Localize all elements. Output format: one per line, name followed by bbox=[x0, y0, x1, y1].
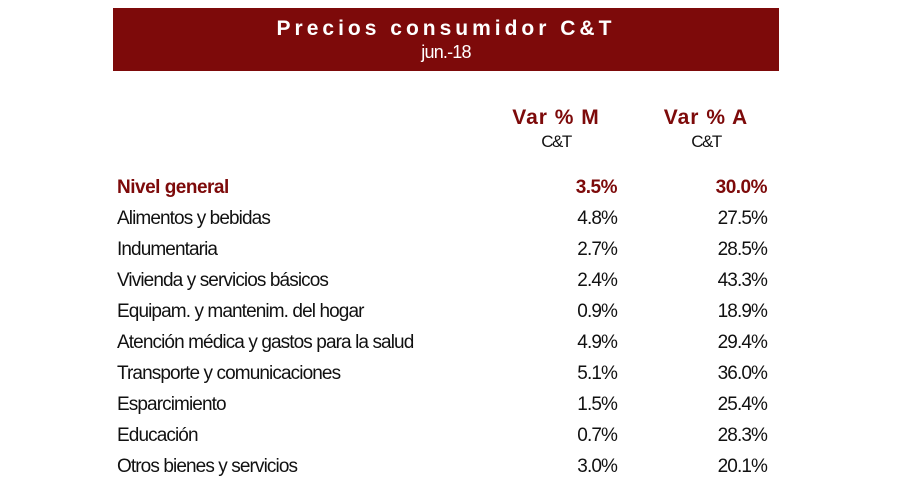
column-header-label: Var % A bbox=[663, 106, 749, 129]
monthly-value: 0.7% bbox=[577, 425, 618, 446]
row-label: Atención médica y gastos para la salud bbox=[117, 332, 414, 353]
annual-value: 30.0% bbox=[715, 177, 768, 198]
monthly-value: 3.5% bbox=[575, 177, 618, 198]
monthly-value: 4.9% bbox=[577, 332, 618, 353]
monthly-value: 1.5% bbox=[577, 394, 618, 415]
row-label: Nivel general bbox=[117, 177, 229, 198]
row-label: Esparcimiento bbox=[117, 394, 227, 415]
table-row: Educación 0.7% 28.3% bbox=[117, 425, 777, 453]
table-row: Vivienda y servicios básicos 2.4% 43.3% bbox=[117, 270, 777, 298]
annual-value: 25.4% bbox=[717, 394, 768, 415]
annual-value: 27.5% bbox=[717, 208, 768, 229]
row-label: Vivienda y servicios básicos bbox=[117, 270, 329, 291]
monthly-value: 0.9% bbox=[577, 301, 618, 322]
annual-value: 43.3% bbox=[717, 270, 768, 291]
column-header-monthly: Var % M C&T bbox=[486, 106, 626, 152]
row-label: Transporte y comunicaciones bbox=[117, 363, 341, 384]
annual-value: 28.3% bbox=[717, 425, 768, 446]
table-row: Esparcimiento 1.5% 25.4% bbox=[117, 394, 777, 422]
annual-value: 29.4% bbox=[717, 332, 768, 353]
table-subtitle: jun.-18 bbox=[421, 42, 471, 62]
column-header-annual: Var % A C&T bbox=[636, 106, 776, 152]
table-row: Alimentos y bebidas 4.8% 27.5% bbox=[117, 208, 777, 236]
row-label: Alimentos y bebidas bbox=[117, 208, 271, 229]
column-header-sublabel: C&T bbox=[541, 132, 572, 151]
monthly-value: 2.4% bbox=[577, 270, 618, 291]
title-banner: Precios consumidor C&T jun.-18 bbox=[113, 8, 779, 71]
annual-value: 36.0% bbox=[717, 363, 768, 384]
monthly-value: 4.8% bbox=[577, 208, 618, 229]
row-label: Equipam. y mantenim. del hogar bbox=[117, 301, 364, 322]
table-row: Indumentaria 2.7% 28.5% bbox=[117, 239, 777, 267]
table-title: Precios consumidor C&T bbox=[276, 17, 616, 40]
table-row: Otros bienes y servicios 3.0% 20.1% bbox=[117, 456, 777, 484]
column-header-label: Var % M bbox=[512, 106, 600, 129]
column-header-sublabel: C&T bbox=[691, 132, 722, 151]
row-label: Educación bbox=[117, 425, 199, 446]
monthly-value: 5.1% bbox=[577, 363, 618, 384]
table-row: Transporte y comunicaciones 5.1% 36.0% bbox=[117, 363, 777, 391]
annual-value: 20.1% bbox=[717, 456, 768, 477]
row-label: Indumentaria bbox=[117, 239, 218, 260]
table-row-total: Nivel general 3.5% 30.0% bbox=[117, 177, 777, 205]
monthly-value: 2.7% bbox=[577, 239, 618, 260]
row-label: Otros bienes y servicios bbox=[117, 456, 298, 477]
annual-value: 28.5% bbox=[717, 239, 768, 260]
table-row: Equipam. y mantenim. del hogar 0.9% 18.9% bbox=[117, 301, 777, 329]
monthly-value: 3.0% bbox=[577, 456, 618, 477]
table-row: Atención médica y gastos para la salud 4.… bbox=[117, 332, 777, 360]
annual-value: 18.9% bbox=[717, 301, 768, 322]
